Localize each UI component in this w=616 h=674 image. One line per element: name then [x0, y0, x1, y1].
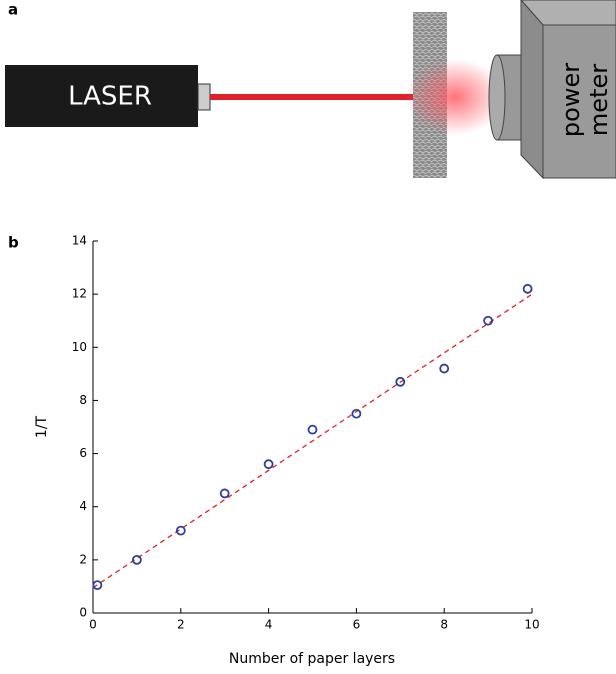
- y-tick-label: 6: [79, 446, 87, 460]
- x-tick-label: 2: [177, 618, 185, 632]
- laser-body: [5, 65, 198, 127]
- data-point: [351, 408, 362, 419]
- data-point: [395, 376, 406, 387]
- meter-front: [542, 24, 616, 179]
- data-point: [483, 315, 494, 326]
- x-tick-label: 10: [524, 618, 539, 632]
- data-point: [175, 525, 186, 536]
- y-tick-label: 2: [79, 552, 87, 566]
- laser-nozzle: [197, 83, 211, 111]
- x-tick-label: 0: [89, 618, 97, 632]
- data-point: [131, 554, 142, 565]
- data-point: [307, 424, 318, 435]
- y-tick-label: 12: [72, 287, 87, 301]
- x-tick-label: 6: [353, 618, 361, 632]
- meter-label: power: [557, 63, 585, 137]
- y-tick-label: 8: [79, 393, 87, 407]
- laser-beam: [210, 94, 430, 100]
- meter-side: [520, 0, 544, 180]
- panel-label: b: [8, 234, 19, 252]
- data-point: [219, 488, 230, 499]
- panel-label: a: [8, 1, 18, 19]
- y-axis-label: 1/T: [34, 415, 50, 438]
- y-tick-label: 10: [72, 340, 87, 354]
- laser-label: LASER: [68, 82, 152, 112]
- glow: [405, 59, 505, 135]
- data-point: [263, 459, 274, 470]
- y-tick-label: 14: [72, 234, 87, 248]
- y-tick-label: 4: [79, 499, 87, 513]
- y-tick-label: 0: [79, 606, 87, 620]
- x-axis-label: Number of paper layers: [229, 651, 395, 667]
- meter-label: meter: [585, 64, 613, 136]
- data-point: [439, 363, 450, 374]
- fit-line: [92, 293, 533, 589]
- data-point: [522, 283, 533, 294]
- x-tick-label: 8: [440, 618, 448, 632]
- x-tick-label: 4: [265, 618, 273, 632]
- data-point: [92, 580, 103, 590]
- meter-lens: [488, 54, 506, 141]
